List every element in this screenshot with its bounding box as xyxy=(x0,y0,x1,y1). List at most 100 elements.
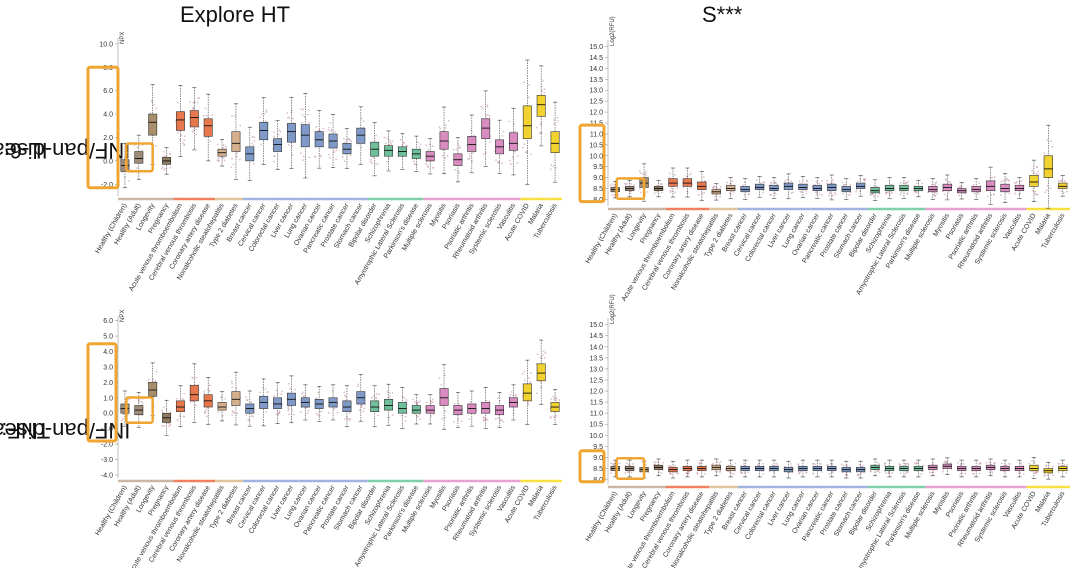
data-point xyxy=(489,141,491,144)
data-point xyxy=(541,354,544,357)
data-point xyxy=(536,392,538,395)
data-point xyxy=(223,159,226,162)
data-point xyxy=(216,143,219,146)
data-point xyxy=(948,190,951,193)
data-point xyxy=(260,143,263,146)
data-point xyxy=(441,418,444,420)
box-6 xyxy=(189,110,199,128)
data-point xyxy=(775,462,778,465)
data-point xyxy=(1043,474,1046,477)
data-point xyxy=(555,396,558,399)
y-tick-label: 12.0 xyxy=(589,389,603,396)
data-point xyxy=(944,461,947,464)
data-point xyxy=(357,385,359,388)
data-point xyxy=(748,193,750,196)
data-point xyxy=(833,191,836,194)
data-point xyxy=(618,462,621,465)
data-point xyxy=(445,124,447,126)
data-point xyxy=(805,179,808,182)
data-point xyxy=(612,463,614,466)
data-point xyxy=(273,395,276,398)
data-point xyxy=(289,387,292,390)
data-point xyxy=(942,470,944,473)
data-point xyxy=(333,151,336,153)
data-point xyxy=(884,462,886,465)
data-point xyxy=(976,191,979,194)
data-point xyxy=(371,162,373,164)
data-point xyxy=(360,404,363,407)
data-point xyxy=(508,120,511,123)
data-point xyxy=(195,133,197,136)
box-12 xyxy=(273,397,283,409)
y-tick-label: 11.0 xyxy=(590,411,603,418)
box-5 xyxy=(668,178,678,187)
data-point xyxy=(890,183,893,186)
data-point xyxy=(523,379,526,382)
data-point xyxy=(358,409,361,412)
data-point xyxy=(904,182,907,185)
data-point xyxy=(468,158,471,160)
data-point xyxy=(904,462,907,465)
data-point xyxy=(514,150,516,153)
data-point xyxy=(712,462,714,465)
data-point xyxy=(613,464,616,467)
data-point xyxy=(300,108,303,111)
box-5 xyxy=(175,400,185,412)
data-point xyxy=(208,384,211,387)
data-point xyxy=(791,191,794,194)
data-point xyxy=(726,181,729,184)
data-point xyxy=(633,183,635,186)
data-point xyxy=(182,141,184,144)
data-point xyxy=(292,413,295,416)
data-point xyxy=(203,392,205,394)
data-point xyxy=(183,139,186,141)
data-point xyxy=(847,193,850,196)
data-point xyxy=(431,398,434,401)
y-axis-label: Log2(RFU) xyxy=(610,294,616,324)
data-point xyxy=(876,470,879,473)
data-point xyxy=(972,184,975,186)
box-32 xyxy=(550,131,560,153)
data-point xyxy=(236,152,239,155)
data-point xyxy=(265,109,268,112)
data-point xyxy=(453,421,455,423)
data-point xyxy=(317,391,320,394)
data-point xyxy=(552,164,555,167)
data-point xyxy=(855,190,857,193)
highlight-healthy-adult xyxy=(125,142,154,173)
data-point xyxy=(933,194,936,197)
data-point xyxy=(496,161,499,164)
data-point xyxy=(557,120,559,122)
data-point xyxy=(1057,462,1060,465)
box-11 xyxy=(259,121,269,141)
y-tick-label: 8.5 xyxy=(593,186,603,193)
y-tick-label: 14.5 xyxy=(589,55,603,62)
data-point xyxy=(121,155,124,157)
data-point xyxy=(1015,182,1018,184)
data-point xyxy=(266,391,269,394)
data-point xyxy=(558,399,561,401)
data-point xyxy=(183,143,186,146)
data-point xyxy=(322,127,325,130)
data-point xyxy=(549,168,552,171)
data-point xyxy=(430,415,432,418)
data-point xyxy=(805,190,807,192)
data-point xyxy=(757,463,760,466)
y-tick-label: -3.0 xyxy=(101,457,113,464)
data-point xyxy=(452,148,455,151)
data-point xyxy=(719,195,721,198)
data-point xyxy=(287,382,290,385)
data-point xyxy=(625,462,628,465)
data-point xyxy=(425,401,428,404)
data-point xyxy=(404,419,407,422)
data-point xyxy=(438,126,441,129)
data-point xyxy=(690,172,693,175)
box-9 xyxy=(231,391,241,406)
data-point xyxy=(863,178,865,180)
box-20 xyxy=(384,399,394,411)
data-point xyxy=(991,176,994,179)
data-point xyxy=(673,464,676,467)
box-21 xyxy=(397,402,407,414)
data-point xyxy=(830,471,833,474)
box-12 xyxy=(769,184,779,192)
